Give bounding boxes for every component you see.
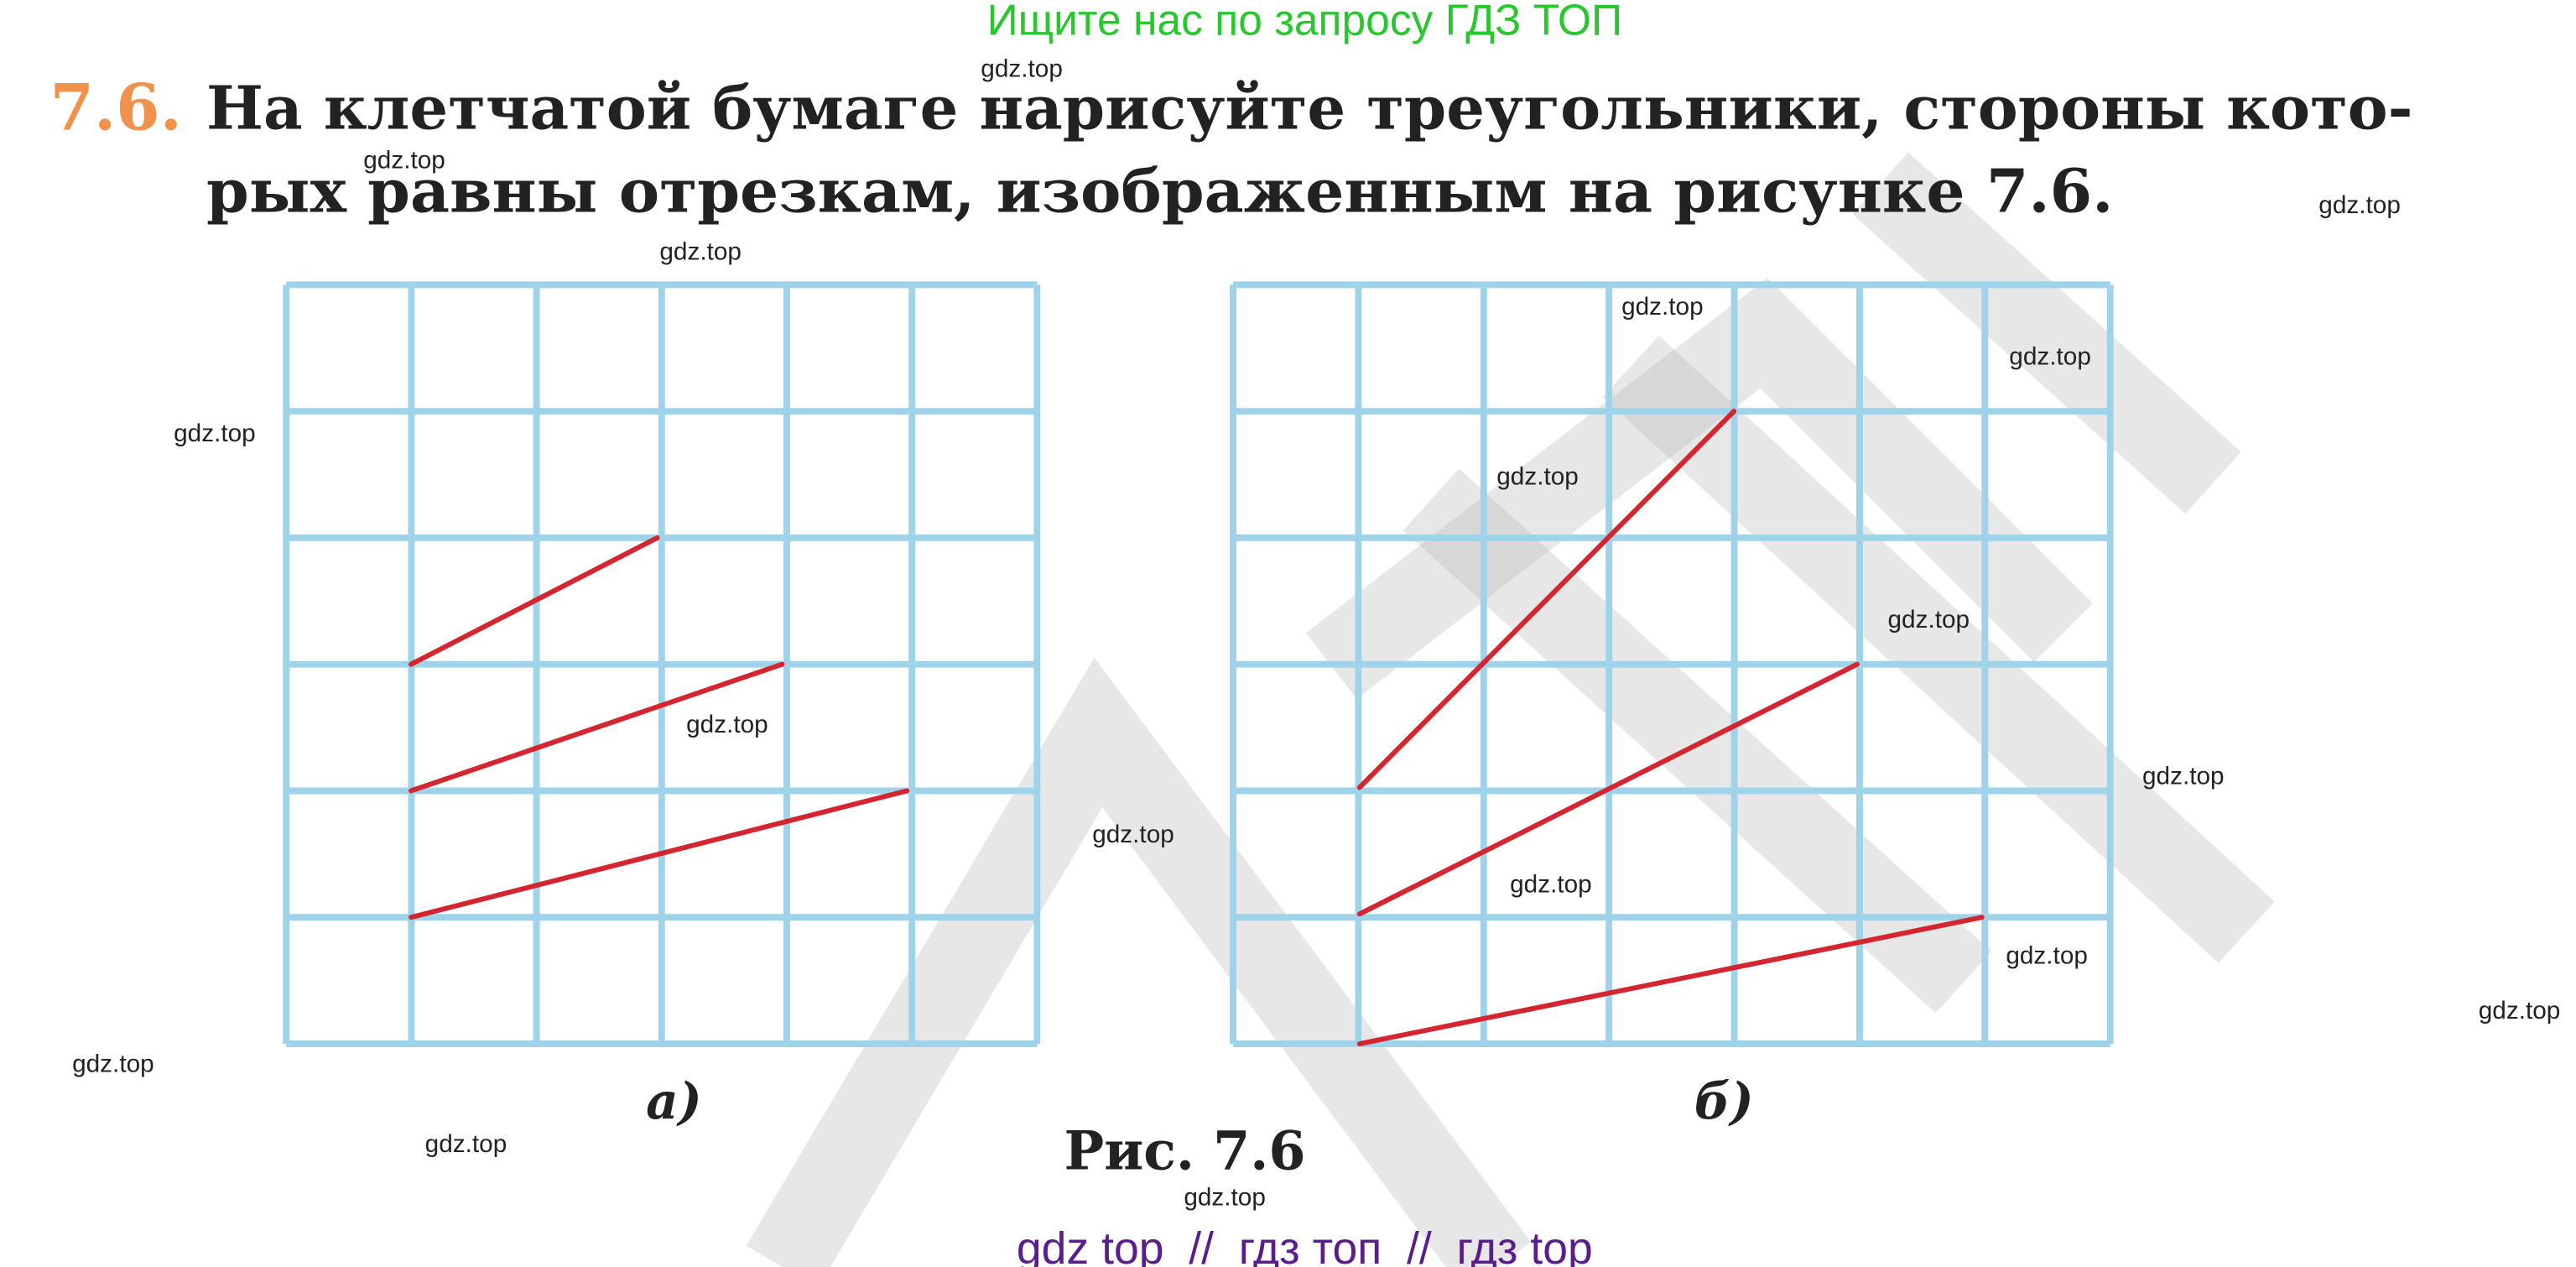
segment — [1356, 915, 1985, 1046]
segment — [409, 534, 660, 667]
watermark: gdz.top — [2479, 997, 2561, 1025]
watermark: gdz.top — [174, 420, 256, 447]
watermark: gdz.top — [72, 1051, 154, 1078]
segment — [409, 788, 910, 920]
watermark: gdz.top — [2318, 191, 2401, 219]
watermark: gdz.top — [981, 55, 1063, 82]
watermark: gdz.top — [2009, 343, 2091, 371]
segment — [1356, 661, 1860, 917]
footer: gdz top // гдз топ // гдз top — [1017, 1224, 1593, 1267]
watermark: gdz.top — [659, 238, 742, 266]
watermark: gdz.top — [1496, 462, 1579, 490]
watermark: gdz.top — [1887, 606, 1970, 634]
watermarks: gdz.top gdz.top gdz.top gdz.top gdz.top gdz.t… — [72, 55, 2560, 1211]
banner: Ищите нас по запросу ГДЗ ТОП — [987, 0, 1622, 44]
watermark: gdz.top — [1510, 870, 1592, 898]
watermark: gdz.top — [686, 711, 768, 738]
watermark: gdz.top — [2006, 942, 2088, 970]
figure-caption: Рис. 7.6 — [1064, 1118, 1305, 1181]
watermark: gdz.top — [1184, 1183, 1266, 1211]
segment — [1356, 409, 1737, 790]
watermark: gdz.top — [1621, 293, 1704, 321]
figure-label: а) — [646, 1072, 702, 1131]
watermark: gdz.top — [425, 1130, 507, 1158]
segment — [409, 661, 785, 794]
problem-line: На клетчатой бумаге нарисуйте треугольни… — [206, 73, 2413, 143]
segments — [409, 409, 1985, 1046]
watermark: gdz.top — [2142, 762, 2225, 790]
watermark: gdz.top — [1092, 821, 1174, 848]
problem-number: 7.6. — [50, 70, 182, 145]
figure-label: б) — [1694, 1072, 1754, 1131]
watermark: gdz.top — [363, 146, 445, 174]
problem-line: рых равны отрезкам, изображенным на рису… — [206, 156, 2113, 227]
